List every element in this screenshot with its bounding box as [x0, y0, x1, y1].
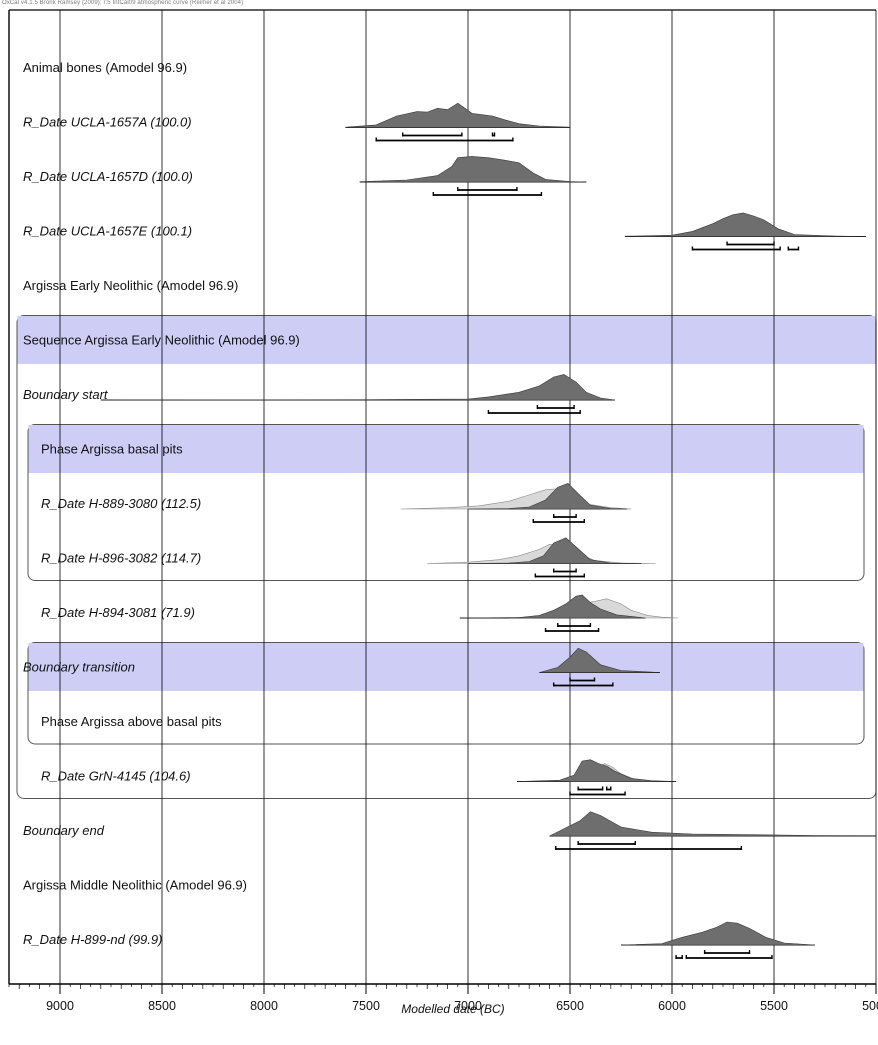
- row-label-12: Phase Argissa above basal pits: [41, 714, 222, 729]
- x-axis: 9000 8500 8000 7500 7000 6500 6000 5500 5000: [8, 984, 878, 1013]
- row-label-16: R_Date H-899-nd (99.9): [23, 932, 162, 947]
- posterior-dist-1: [345, 102, 571, 128]
- row-label-10: R_Date H-894-3081 (71.9): [41, 605, 195, 620]
- distributions: [100, 102, 877, 946]
- tick-label-6000: 6000: [658, 999, 686, 1013]
- row-label-8: R_Date H-889-3080 (112.5): [41, 496, 201, 511]
- row-label-7: Phase Argissa basal pits: [41, 442, 183, 457]
- row-label-14: Boundary end: [23, 823, 105, 838]
- oxcal-header-text: OxCal v4.1.5 Bronk Ramsey (2009); r:5 In…: [2, 0, 244, 6]
- group-band-2: [28, 643, 864, 691]
- row-label-1: R_Date UCLA-1657A (100.0): [23, 115, 192, 130]
- group-boxes: [16, 315, 877, 799]
- row-label-13: R_Date GrN-4145 (104.6): [41, 769, 191, 784]
- posterior-dist-9: [467, 537, 642, 564]
- group-band-1: [28, 425, 864, 473]
- tick-label-9000: 9000: [46, 999, 74, 1013]
- plot-frame: [8, 9, 876, 985]
- tick-label-7500: 7500: [352, 999, 380, 1013]
- row-label-11: Boundary transition: [23, 660, 135, 675]
- tick-label-8000: 8000: [250, 999, 278, 1013]
- row-label-15: Argissa Middle Neolithic (Amodel 96.9): [23, 878, 247, 893]
- posterior-dist-14: [549, 811, 877, 837]
- group-box-2: [27, 642, 865, 745]
- row-label-3: R_Date UCLA-1657E (100.1): [23, 224, 192, 239]
- posterior-dist-6: [100, 374, 615, 401]
- tick-label-7000: 7000: [454, 999, 482, 1013]
- posterior-dist-2: [359, 156, 587, 183]
- posterior-dist-10: [459, 594, 646, 619]
- row-label-2: R_Date UCLA-1657D (100.0): [23, 169, 193, 184]
- posterior-dist-16: [620, 921, 815, 946]
- row-label-5: Sequence Argissa Early Neolithic (Amodel…: [23, 333, 300, 348]
- tick-label-5500: 5500: [760, 999, 788, 1013]
- row-label-9: R_Date H-896-3082 (114.7): [41, 551, 201, 566]
- row-label-0: Animal bones (Amodel 96.9): [23, 60, 187, 75]
- posterior-dist-13: [516, 759, 677, 782]
- row-label-4: Argissa Early Neolithic (Amodel 96.9): [23, 278, 238, 293]
- tick-label-5000: 5000: [862, 999, 878, 1013]
- posterior-dist-3: [624, 212, 866, 237]
- posterior-dist-8: [467, 483, 628, 510]
- x-axis-label: Modelled date (BC): [401, 1002, 504, 1016]
- group-band-0: [17, 316, 876, 364]
- posterior-dist-11: [539, 647, 660, 673]
- tick-label-6500: 6500: [556, 999, 584, 1013]
- range-bars: [375, 132, 800, 959]
- tick-label-8500: 8500: [148, 999, 176, 1013]
- row-label-6: Boundary start: [23, 387, 109, 402]
- group-box-1: [27, 424, 865, 581]
- row-labels: Animal bones (Amodel 96.9) R_Date UCLA-16…: [23, 60, 300, 947]
